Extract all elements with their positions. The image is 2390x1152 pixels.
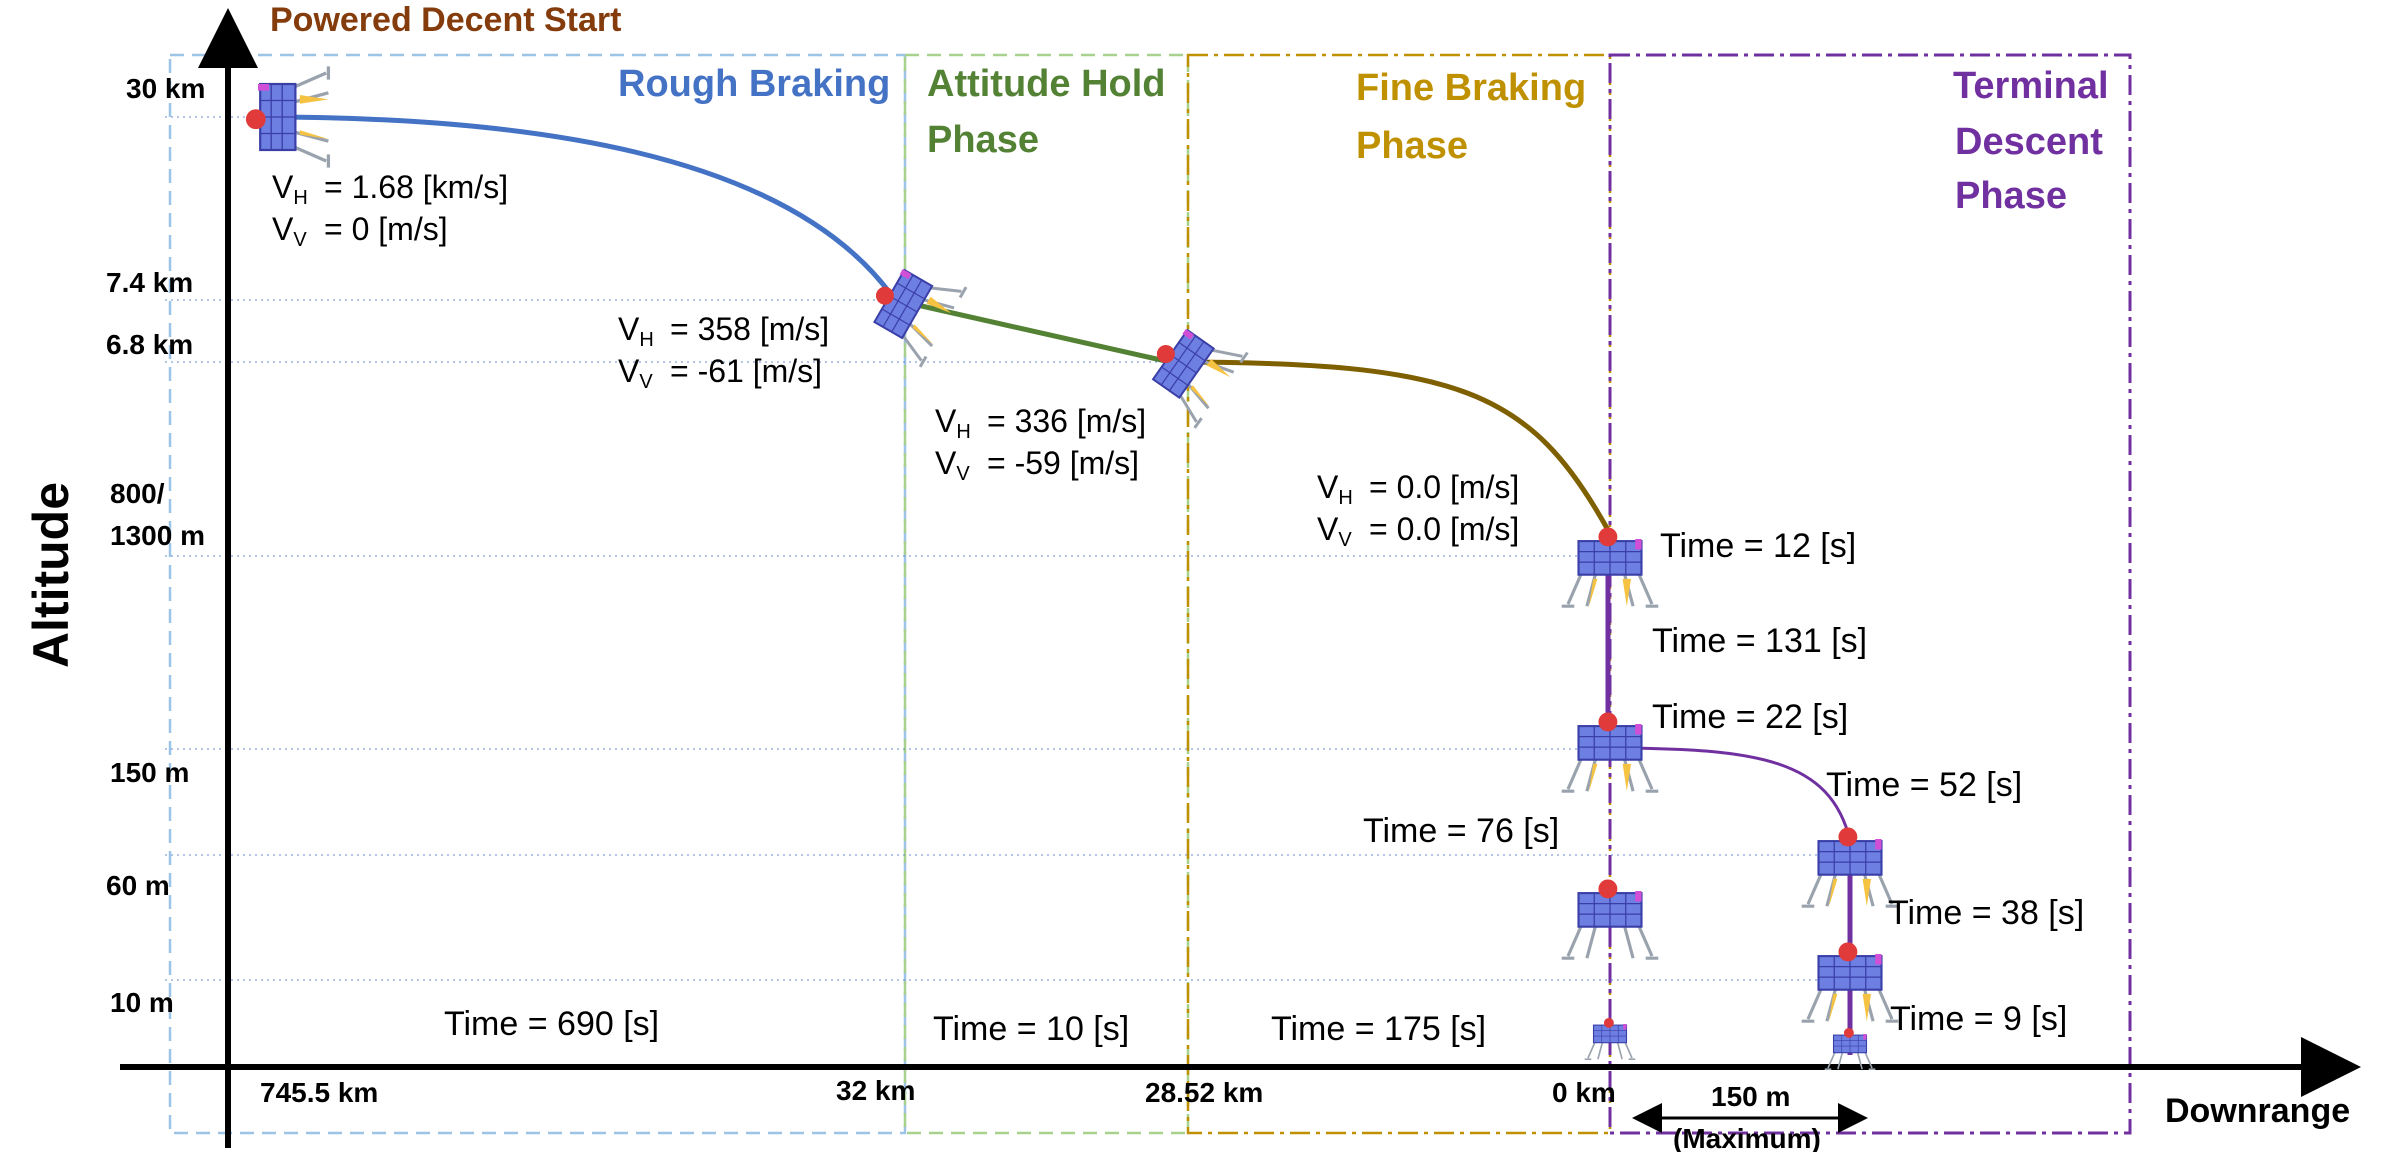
lander-descent-alt: [1561, 879, 1659, 960]
phase-box-rough: [168, 53, 907, 1135]
velocity-vh-3: VH = 0.0 [m/s]: [1317, 469, 1519, 509]
time-terminal-9: Time = 9 [s]: [1890, 1000, 2067, 1038]
lander-hover-2: [1561, 712, 1659, 793]
phase-title-rough: Rough Braking: [618, 63, 890, 105]
alt-tick-7-4km: 7.4 km: [106, 267, 193, 298]
lander-icons: [245, 66, 1899, 1071]
time-terminal-22: Time = 22 [s]: [1652, 698, 1848, 736]
phase-title-attitude-1: Attitude Hold: [927, 63, 1166, 105]
range-tick-745km: 745.5 km: [260, 1077, 378, 1108]
lander-touchdown-alt: [1584, 1017, 1636, 1061]
phase-box-fine: [1186, 53, 1612, 1135]
time-fine: Time = 175 [s]: [1271, 1010, 1486, 1048]
diagram-title: Powered Decent Start: [270, 1, 621, 39]
alt-tick-1300m: 1300 m: [110, 520, 205, 551]
alt-tick-10m: 10 m: [110, 987, 174, 1018]
alt-tick-60m: 60 m: [106, 870, 170, 901]
lander-descent-3: [1801, 942, 1899, 1023]
phase-title-terminal-2: Descent: [1955, 121, 2103, 163]
time-terminal-76: Time = 76 [s]: [1363, 812, 1559, 850]
lander-descent-2: [1801, 827, 1899, 908]
time-terminal-52: Time = 52 [s]: [1826, 766, 2022, 804]
time-terminal-131: Time = 131 [s]: [1652, 622, 1867, 660]
lander-attitude-start: [873, 268, 968, 368]
phase-title-terminal-3: Phase: [1955, 175, 2067, 217]
range-span-note: (Maximum): [1673, 1123, 1821, 1152]
trajectory-fine-braking: [1169, 359, 1611, 532]
trajectory-rough-braking: [261, 114, 898, 302]
trajectory-attitude-hold: [894, 297, 1171, 365]
phase-title-attitude-2: Phase: [927, 119, 1039, 161]
range-tick-32km: 32 km: [836, 1075, 915, 1106]
velocity-vh-0: VH = 1.68 [km/s]: [272, 169, 508, 209]
time-rough: Time = 690 [s]: [444, 1005, 659, 1043]
time-terminal-12: Time = 12 [s]: [1660, 527, 1856, 565]
alt-tick-150m: 150 m: [110, 757, 189, 788]
velocity-vv-3: VV = 0.0 [m/s]: [1317, 511, 1519, 551]
alt-tick-800: 800/: [110, 478, 165, 509]
phase-title-fine-1: Fine Braking: [1356, 67, 1586, 109]
range-span-label: 150 m: [1711, 1081, 1790, 1112]
velocity-vv-1: VV = -61 [m/s]: [618, 353, 822, 393]
x-axis-label: Downrange: [2165, 1092, 2350, 1130]
lander-fine-start: [1151, 328, 1249, 429]
altitude-guides: [165, 116, 1830, 981]
lander-touchdown: [1824, 1027, 1876, 1071]
range-tick-28km: 28.52 km: [1145, 1077, 1263, 1108]
velocity-vv-2: VV = -59 [m/s]: [935, 445, 1139, 485]
time-terminal-38: Time = 38 [s]: [1888, 894, 2084, 932]
phase-title-terminal-1: Terminal: [1953, 65, 2109, 107]
lander-hover-1: [1561, 527, 1659, 608]
velocity-vh-2: VH = 336 [m/s]: [935, 403, 1146, 443]
range-tick-0km: 0 km: [1552, 1077, 1616, 1108]
phase-box-attitude: [903, 53, 1190, 1135]
y-axis-label: Altitude: [23, 482, 79, 668]
trajectory-terminal-translate: [1607, 746, 1852, 841]
alt-tick-30km: 30 km: [126, 73, 205, 104]
phase-title-fine-2: Phase: [1356, 125, 1468, 167]
lander-start: [245, 66, 331, 168]
velocity-vv-0: VV = 0 [m/s]: [272, 211, 448, 251]
velocity-vh-1: VH = 358 [m/s]: [618, 311, 829, 351]
time-attitude: Time = 10 [s]: [933, 1010, 1129, 1048]
alt-tick-6-8km: 6.8 km: [106, 329, 193, 360]
